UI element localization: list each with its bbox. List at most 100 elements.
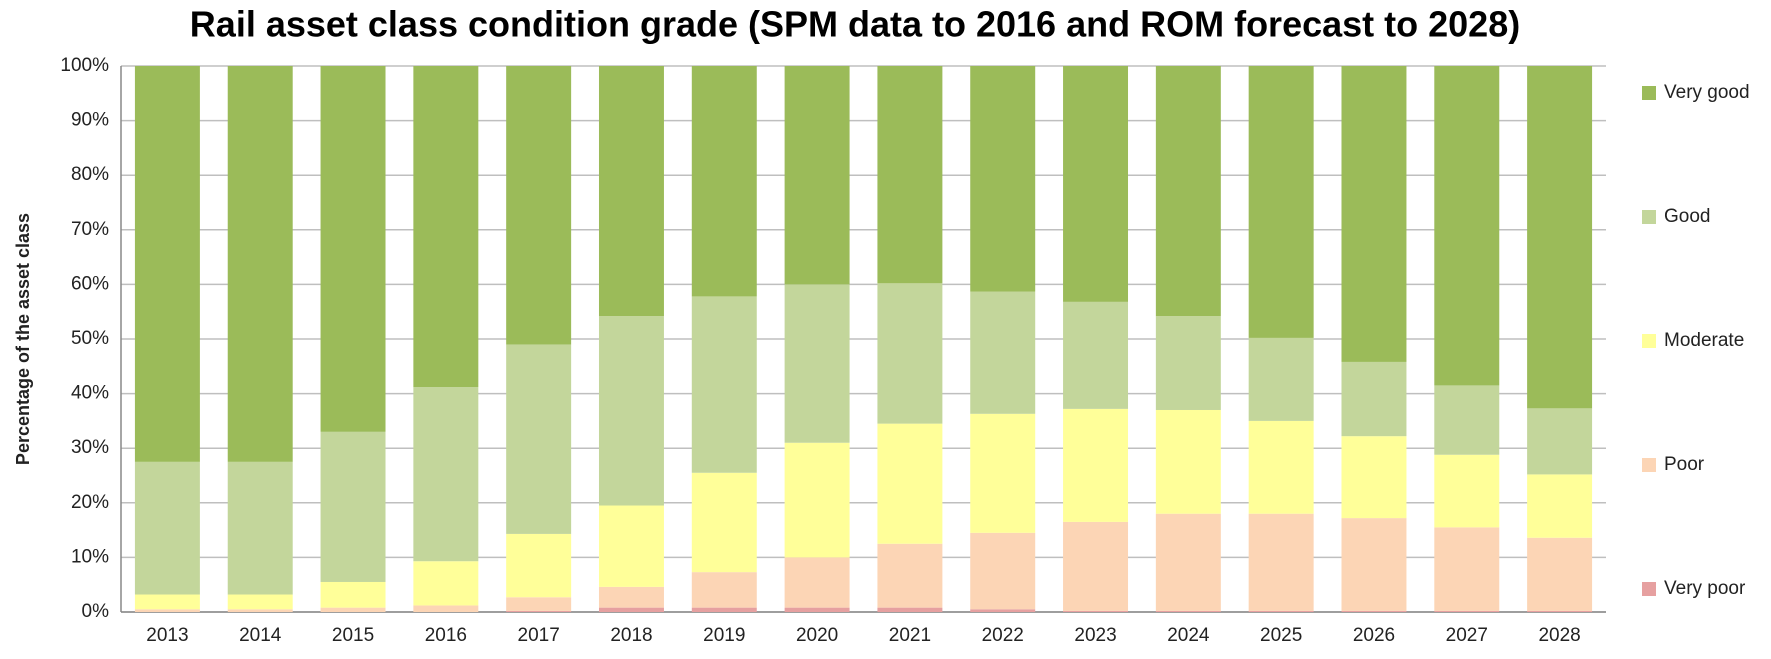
bar-segment bbox=[1527, 474, 1593, 538]
x-tick-label: 2013 bbox=[146, 625, 188, 646]
x-tick-label: 2026 bbox=[1353, 625, 1395, 646]
y-tick-label: 40% bbox=[71, 383, 109, 404]
bar-segment bbox=[1155, 513, 1221, 611]
bar-segment bbox=[877, 283, 943, 424]
bar-segment bbox=[877, 423, 943, 544]
y-tick-label: 10% bbox=[71, 546, 109, 567]
bar-segment bbox=[1434, 66, 1500, 386]
bar-segment bbox=[1527, 66, 1593, 409]
bar-segment bbox=[1155, 316, 1221, 410]
bar-segment bbox=[134, 594, 200, 610]
bar-segment bbox=[1434, 527, 1500, 611]
bar-segment bbox=[413, 66, 479, 388]
bar-segment bbox=[1063, 610, 1129, 612]
x-tick-label: 2016 bbox=[425, 625, 467, 646]
bar-segment bbox=[320, 431, 386, 582]
bar-segment bbox=[691, 66, 757, 297]
y-tick-label: 20% bbox=[71, 492, 109, 513]
bar-segment bbox=[691, 572, 757, 608]
bar-segment bbox=[506, 344, 572, 534]
x-tick-label: 2015 bbox=[332, 625, 374, 646]
y-tick-label: 60% bbox=[71, 273, 109, 294]
x-tick-label: 2022 bbox=[982, 625, 1024, 646]
x-tick-label: 2023 bbox=[1074, 625, 1116, 646]
bar-segment bbox=[506, 66, 572, 345]
x-tick-label: 2025 bbox=[1260, 625, 1302, 646]
legend-label: Moderate bbox=[1664, 330, 1744, 351]
bar-segment bbox=[970, 413, 1036, 533]
bar-segment bbox=[320, 581, 386, 608]
bar-segment bbox=[1341, 361, 1407, 437]
bar-segment bbox=[134, 609, 200, 612]
bar-segment bbox=[970, 609, 1036, 612]
bar-segment bbox=[877, 543, 943, 608]
bar-segment bbox=[691, 296, 757, 473]
bar-segment bbox=[413, 605, 479, 612]
bar-segment bbox=[784, 607, 850, 612]
bar-segment bbox=[413, 387, 479, 562]
bar-segment bbox=[1527, 408, 1593, 475]
legend-label: Very good bbox=[1664, 82, 1750, 103]
y-tick-label: 0% bbox=[82, 601, 110, 622]
legend-label: Very poor bbox=[1664, 578, 1746, 599]
bar-segment bbox=[1063, 408, 1129, 522]
y-tick-label: 50% bbox=[71, 328, 109, 349]
bar-segment bbox=[598, 586, 664, 608]
bar-segment bbox=[784, 66, 850, 285]
bar-segment bbox=[227, 594, 293, 610]
bar-segment bbox=[506, 597, 572, 611]
bar-segment bbox=[1341, 436, 1407, 519]
bar-segment bbox=[598, 607, 664, 612]
bar-segment bbox=[227, 66, 293, 462]
legend-swatch bbox=[1642, 210, 1656, 224]
x-tick-label: 2019 bbox=[703, 625, 745, 646]
bar-segment bbox=[1341, 66, 1407, 362]
x-tick-label: 2028 bbox=[1538, 625, 1580, 646]
bar-segment bbox=[1155, 66, 1221, 317]
y-tick-label: 100% bbox=[60, 55, 109, 76]
y-tick-label: 90% bbox=[71, 110, 109, 131]
bar-segment bbox=[877, 607, 943, 612]
bar-segment bbox=[784, 557, 850, 608]
x-tick-label: 2020 bbox=[796, 625, 838, 646]
bar-segment bbox=[320, 607, 386, 612]
bar-segment bbox=[1341, 610, 1407, 612]
x-tick-label: 2017 bbox=[518, 625, 560, 646]
bar-segment bbox=[1063, 301, 1129, 409]
bar-segment bbox=[1063, 521, 1129, 611]
legend-swatch bbox=[1642, 582, 1656, 596]
bar-segment bbox=[877, 66, 943, 284]
y-tick-label: 70% bbox=[71, 219, 109, 240]
bar-segment bbox=[784, 442, 850, 558]
bar-segment bbox=[1434, 454, 1500, 528]
legend-swatch bbox=[1642, 458, 1656, 472]
bar-segment bbox=[1248, 337, 1314, 421]
bar-segment bbox=[598, 66, 664, 317]
bar-segment bbox=[784, 284, 850, 443]
legend-swatch bbox=[1642, 86, 1656, 100]
bar-segment bbox=[134, 461, 200, 595]
chart-title: Rail asset class condition grade (SPM da… bbox=[190, 4, 1520, 45]
bar-segment bbox=[1434, 610, 1500, 612]
x-tick-label: 2018 bbox=[610, 625, 652, 646]
bar-segment bbox=[691, 607, 757, 612]
bar-segment bbox=[1434, 385, 1500, 455]
bar-segment bbox=[227, 461, 293, 595]
x-tick-label: 2014 bbox=[239, 625, 282, 646]
bar-segment bbox=[506, 610, 572, 612]
y-tick-label: 30% bbox=[71, 437, 109, 458]
bar-segment bbox=[413, 561, 479, 606]
y-tick-label: 80% bbox=[71, 164, 109, 185]
x-tick-label: 2021 bbox=[889, 625, 931, 646]
bar-segment bbox=[1248, 420, 1314, 514]
y-axis-label: Percentage of the asset class bbox=[13, 213, 33, 465]
bar-segment bbox=[970, 291, 1036, 414]
legend-swatch bbox=[1642, 334, 1656, 348]
bar-segment bbox=[1063, 66, 1129, 302]
legend-label: Good bbox=[1664, 206, 1710, 227]
bar-segment bbox=[691, 472, 757, 573]
bar-segment bbox=[970, 66, 1036, 292]
bar-segment bbox=[1155, 409, 1221, 514]
